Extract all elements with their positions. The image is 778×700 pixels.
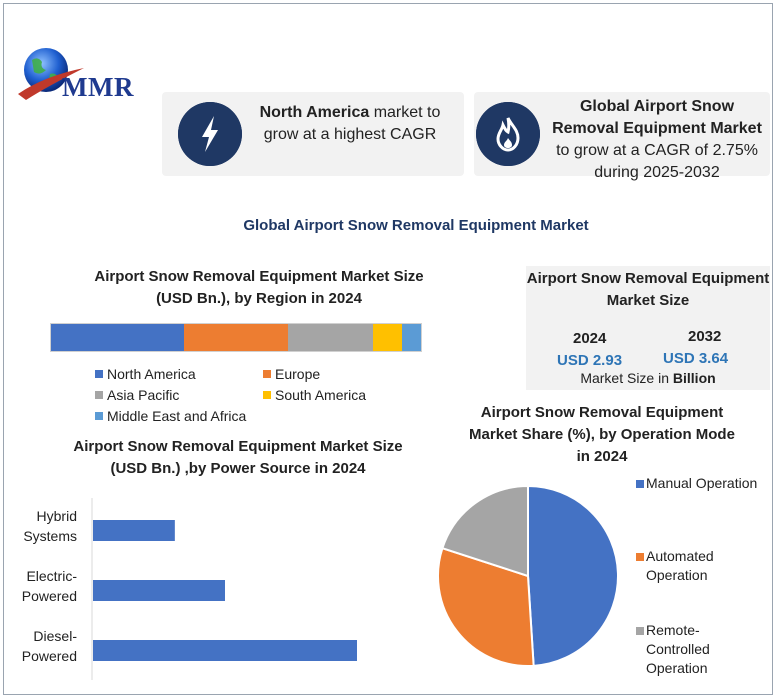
legend-label: Manual Operation <box>646 475 758 491</box>
power-bar-electric-powered <box>93 580 225 601</box>
legend-swatch <box>263 370 271 378</box>
market-size-box: Airport Snow Removal Equipment Market Si… <box>526 266 770 390</box>
market-size-unit-note: Market Size in Billion <box>580 370 716 386</box>
legend-swatch <box>263 391 271 399</box>
region-bar-segment-middle-east-and-africa <box>402 324 421 351</box>
pie-legend-item-automated-operation: Automated Operation <box>636 547 714 585</box>
highlight-text-1: North America market to grow at a highes… <box>259 104 441 143</box>
power-chart-title: Airport Snow Removal Equipment Market Si… <box>73 438 403 477</box>
pie-slice-automated-operation <box>437 546 535 667</box>
legend-item-asia-pacific: Asia Pacific <box>95 385 179 405</box>
legend-label: Europe <box>275 366 321 382</box>
value-2024: USD 2.93 <box>557 352 623 369</box>
highlight-text-2: Global Airport Snow Removal Equipment Ma… <box>552 98 762 181</box>
legend-swatch <box>95 370 103 378</box>
legend-item-south-america: South America <box>263 385 366 405</box>
highlight-card-cagr: Global Airport Snow Removal Equipment Ma… <box>474 92 770 181</box>
legend-item-europe: Europe <box>263 364 320 384</box>
legend-label: North America <box>107 366 196 382</box>
pie-slice-remote-controlled-operation <box>441 484 529 578</box>
year-2024-label: 2024 <box>573 330 607 347</box>
year-2032-label: 2032 <box>688 328 722 345</box>
legend-label: Controlled <box>646 641 710 657</box>
legend-swatch <box>636 627 644 635</box>
legend-swatch <box>636 553 644 561</box>
power-bar-hybrid-systems <box>93 520 175 541</box>
legend-swatch <box>95 391 103 399</box>
legend-label: Middle East and Africa <box>107 408 247 424</box>
main-title: Global Airport Snow Removal Equipment Ma… <box>243 217 589 234</box>
region-bar-segment-north-america <box>51 324 185 351</box>
legend-item-north-america: North America <box>95 364 196 384</box>
value-2032: USD 3.64 <box>663 350 729 367</box>
legend-label: Automated <box>646 548 714 564</box>
legend-label: Operation <box>646 567 708 583</box>
pie-chart-title: Airport Snow Removal Equipment Market Sh… <box>469 404 735 465</box>
pie-slice-manual-operation <box>527 484 619 667</box>
pie-legend-item-manual-operation: Manual Operation <box>636 474 757 493</box>
power-category-label-hybrid-systems: Hybrid Systems <box>23 508 77 544</box>
legend-label: Operation <box>646 660 708 676</box>
pie-legend-item-remote-controlled-operation: Remote- Controlled Operation <box>636 621 710 678</box>
mmr-globe-logo-icon <box>18 48 84 100</box>
region-bar-segment-europe <box>184 324 288 351</box>
legend-label: Remote- <box>646 622 700 638</box>
legend-swatch <box>636 480 644 488</box>
infographic-frame <box>3 3 773 695</box>
brand-logo-text: MMR <box>62 72 134 102</box>
region-stacked-bar <box>51 324 421 351</box>
legend-item-middle-east-and-africa: Middle East and Africa <box>95 406 246 426</box>
region-chart-title: Airport Snow Removal Equipment Market Si… <box>94 268 424 307</box>
power-category-label-electric-powered: Electric-Powered <box>22 568 78 604</box>
region-bar-segment-south-america <box>372 324 403 351</box>
legend-label: South America <box>275 387 367 403</box>
region-bar-segment-asia-pacific <box>287 324 373 351</box>
legend-label: Asia Pacific <box>107 387 180 403</box>
highlight-card-north-america: North America market to grow at a highes… <box>162 92 464 176</box>
flame-icon <box>476 102 540 166</box>
power-bar-diesel-powered <box>93 640 357 661</box>
operation-mode-pie-chart <box>437 484 619 667</box>
power-source-bar-chart: Hybrid Systems Electric-Powered Diesel-Powe… <box>22 498 357 680</box>
legend-swatch <box>95 412 103 420</box>
power-category-label-diesel-powered: Diesel-Powered <box>22 628 78 664</box>
lightning-icon <box>178 102 242 166</box>
market-size-title: Airport Snow Removal Equipment Market Si… <box>526 270 770 309</box>
